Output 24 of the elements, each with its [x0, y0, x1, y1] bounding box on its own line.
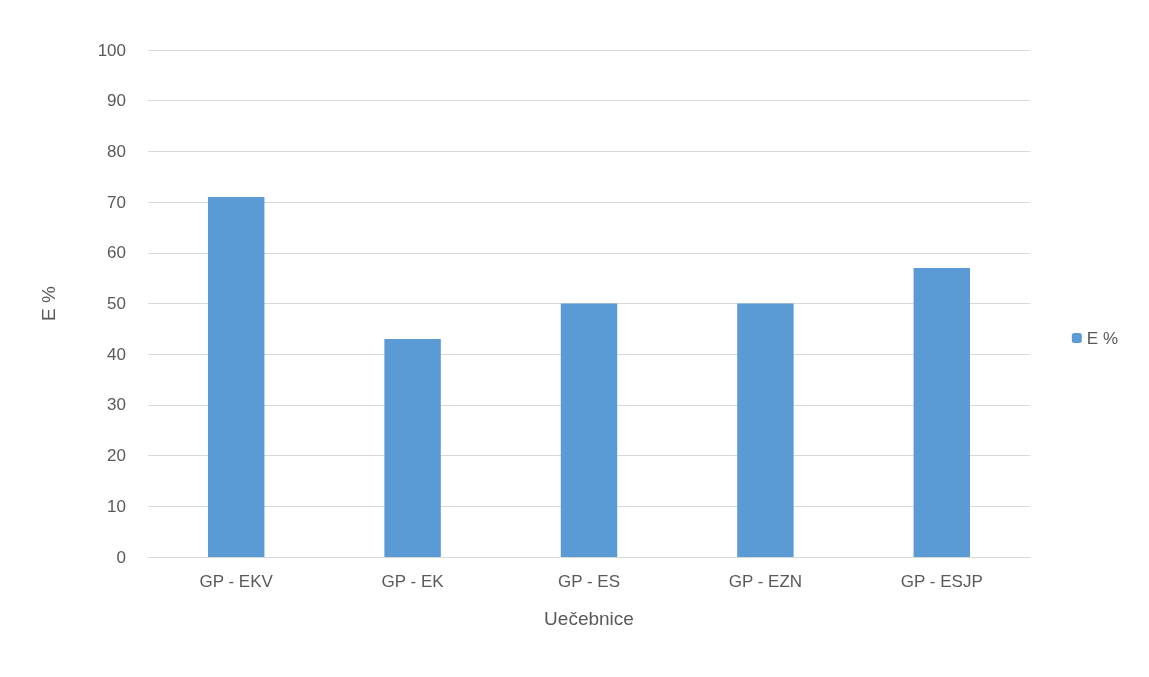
legend-label: E % — [1086, 328, 1119, 348]
y-tick-label: 80 — [107, 141, 126, 161]
y-tick-label: 30 — [107, 395, 126, 415]
x-tick-label: GP - EK — [381, 572, 445, 591]
y-tick-label: 50 — [107, 294, 126, 313]
bar — [913, 268, 971, 557]
y-tick-label: 20 — [107, 446, 126, 466]
x-axis-title: Uečebnice — [544, 608, 634, 629]
y-tick-label: 90 — [107, 91, 126, 111]
y-tick-label: 0 — [116, 547, 126, 567]
x-tick-label: GP - ESJP — [900, 572, 983, 591]
x-tick-label: GP - EZN — [728, 572, 803, 591]
y-tick-label: 60 — [107, 243, 126, 263]
y-axis-title: E % — [38, 285, 59, 321]
y-tick-label: 40 — [107, 344, 126, 364]
y-tick-label: 10 — [107, 496, 126, 516]
x-tick-label: GP - EKV — [199, 572, 274, 591]
bar — [207, 197, 265, 557]
bar — [384, 338, 441, 557]
x-tick-label: GP - ES — [557, 572, 621, 591]
bar — [737, 303, 794, 557]
y-tick-label: 100 — [97, 40, 126, 60]
bar — [560, 303, 618, 557]
y-tick-label: 70 — [107, 192, 126, 212]
